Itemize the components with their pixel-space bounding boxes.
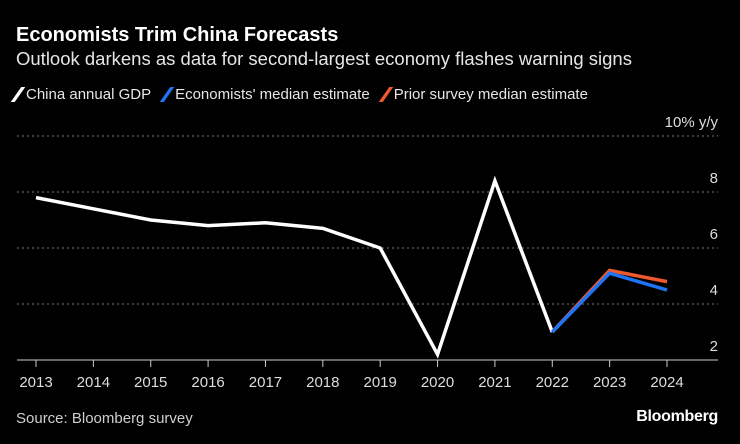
x-tick-label: 2020 — [421, 374, 454, 391]
x-tick-label: 2014 — [77, 374, 110, 391]
legend-label: China annual GDP — [26, 86, 152, 103]
legend: China annual GDP Economists' median esti… — [10, 86, 588, 103]
x-tick-label: 2023 — [593, 374, 626, 391]
x-tick-label: 2018 — [306, 374, 339, 391]
series-line-2 — [551, 271, 668, 334]
series-line-0 — [35, 175, 554, 359]
x-tick-label: 2015 — [134, 374, 167, 391]
y-tick-label: 6 — [710, 226, 718, 243]
y-tick-label: 10% y/y — [665, 114, 719, 131]
x-tick-label: 2024 — [650, 374, 683, 391]
y-tick-label: 2 — [710, 338, 718, 355]
legend-item-prior: Prior survey median estimate — [378, 86, 588, 103]
chart-subtitle: Outlook darkens as data for second-large… — [16, 48, 632, 69]
legend-item-median: Economists' median estimate — [159, 86, 370, 103]
bloomberg-logo: Bloomberg — [636, 408, 718, 425]
y-tick-label: 8 — [710, 170, 718, 187]
x-tick-label: 2016 — [191, 374, 224, 391]
legend-label: Economists' median estimate — [175, 86, 370, 103]
x-tick-label: 2021 — [478, 374, 511, 391]
source-note: Source: Bloomberg survey — [16, 410, 193, 427]
x-tick-label: 2017 — [249, 374, 282, 391]
series-line-1 — [550, 268, 668, 334]
chart-title: Economists Trim China Forecasts — [16, 24, 339, 46]
x-tick-label: 2019 — [363, 374, 396, 391]
x-tick-label: 2022 — [536, 374, 569, 391]
y-tick-label: 4 — [710, 282, 718, 299]
x-tick-label: 2013 — [19, 374, 52, 391]
legend-label: Prior survey median estimate — [393, 86, 588, 103]
legend-item-gdp: China annual GDP — [10, 86, 152, 103]
